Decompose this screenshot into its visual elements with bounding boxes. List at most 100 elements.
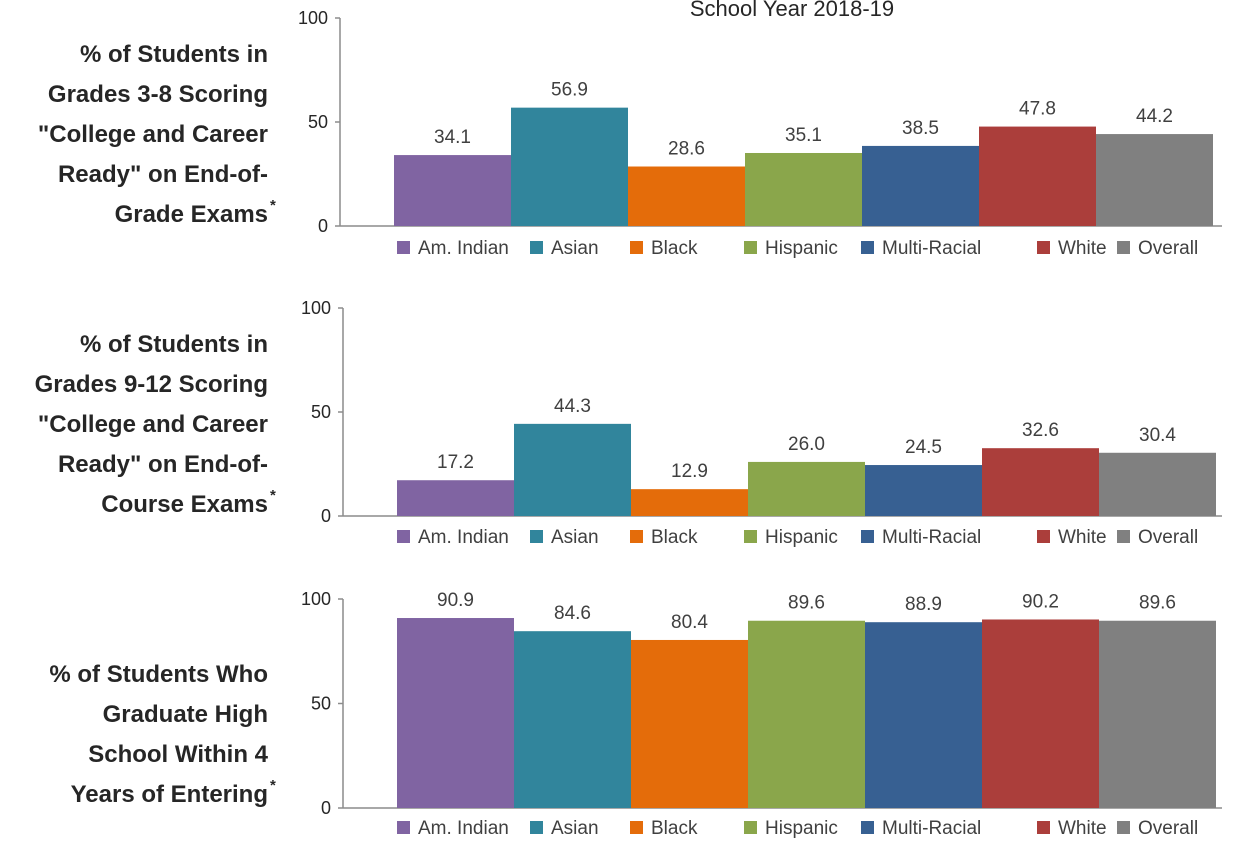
panel-title-line: Course Exams xyxy=(101,491,268,518)
legend-label: Black xyxy=(651,818,698,839)
bar-value-label: 34.1 xyxy=(434,127,471,148)
bar-value-label: 88.9 xyxy=(905,594,942,615)
panel-title-line: "College and Career xyxy=(38,121,268,148)
panel-title-line: Grades 3-8 Scoring xyxy=(48,81,268,108)
legend: Am. Indian Asian Black Hispanic Multi-Racial… xyxy=(397,527,1198,548)
legend-swatch xyxy=(1037,530,1050,543)
bar-am-indian xyxy=(397,480,514,516)
panel-title-footnote-mark: * xyxy=(270,777,276,794)
y-tick-label: 0 xyxy=(318,216,328,236)
chart-panel-1: % of Students in Grades 3-8 Scoring "Colle… xyxy=(38,8,1222,259)
bar-value-label: 35.1 xyxy=(785,125,822,146)
panel-title-line: Graduate High xyxy=(103,701,268,728)
bar-multi-racial xyxy=(865,465,982,516)
legend-label: Multi-Racial xyxy=(882,527,981,548)
chart-panel-3: % of Students Who Graduate High School Wit… xyxy=(49,589,1222,839)
legend-swatch xyxy=(1037,241,1050,254)
legend: Am. Indian Asian Black Hispanic Multi-Racial… xyxy=(397,818,1198,839)
y-tick-label: 50 xyxy=(311,402,331,422)
bar-value-label: 89.6 xyxy=(788,593,825,614)
y-tick-label: 0 xyxy=(321,506,331,526)
legend-swatch xyxy=(861,241,874,254)
bar-asian xyxy=(514,631,631,808)
bar-value-label: 24.5 xyxy=(905,437,942,458)
bar-value-label: 26.0 xyxy=(788,434,825,455)
legend-label: White xyxy=(1058,238,1107,259)
legend-swatch xyxy=(630,530,643,543)
bar-value-label: 90.9 xyxy=(437,590,474,611)
panel-title-line: % of Students Who xyxy=(49,661,268,688)
legend-swatch xyxy=(861,821,874,834)
bar-asian xyxy=(514,423,631,516)
legend-swatch xyxy=(530,821,543,834)
panel-title-line: Grades 9-12 Scoring xyxy=(35,371,268,398)
legend-swatch xyxy=(1117,821,1130,834)
panel-title-line: Ready" on End-of- xyxy=(58,451,268,478)
bar-multi-racial xyxy=(862,145,979,226)
legend-swatch xyxy=(397,530,410,543)
bar-asian xyxy=(511,107,628,226)
bar-value-label: 56.9 xyxy=(551,80,588,101)
panel-title-line: Ready" on End-of- xyxy=(58,161,268,188)
y-tick-label: 100 xyxy=(301,589,331,609)
panel-title-footnote-mark: * xyxy=(270,197,276,214)
legend-label: Multi-Racial xyxy=(882,238,981,259)
legend-label: Black xyxy=(651,527,698,548)
bar-value-label: 44.3 xyxy=(554,396,591,417)
legend-swatch xyxy=(744,241,757,254)
legend-label: Hispanic xyxy=(765,818,838,839)
legend-label: Hispanic xyxy=(765,527,838,548)
panel-title-line: % of Students in xyxy=(80,41,268,68)
legend-swatch xyxy=(1037,821,1050,834)
legend-label: Asian xyxy=(551,527,599,548)
legend: Am. Indian Asian Black Hispanic Multi-Racial… xyxy=(397,238,1198,259)
legend-label: White xyxy=(1058,818,1107,839)
bar-am-indian xyxy=(397,618,514,808)
bar-black xyxy=(631,639,748,808)
bar-black xyxy=(631,489,748,516)
legend-label: Black xyxy=(651,238,698,259)
legend-label: Asian xyxy=(551,238,599,259)
legend-label: Overall xyxy=(1138,818,1198,839)
bar-value-label: 84.6 xyxy=(554,603,591,624)
bar-value-label: 47.8 xyxy=(1019,99,1056,120)
legend-swatch xyxy=(530,241,543,254)
bar-overall xyxy=(1099,452,1216,516)
y-tick-label: 100 xyxy=(301,298,331,318)
bar-multi-racial xyxy=(865,622,982,808)
legend-swatch xyxy=(861,530,874,543)
bar-overall xyxy=(1096,134,1213,226)
legend-label: Multi-Racial xyxy=(882,818,981,839)
chart-panel-2: % of Students in Grades 9-12 Scoring "Coll… xyxy=(35,298,1222,548)
y-tick-label: 100 xyxy=(298,8,328,28)
legend-label: Overall xyxy=(1138,527,1198,548)
bar-overall xyxy=(1099,620,1216,808)
bar-value-label: 80.4 xyxy=(671,612,708,633)
bar-white xyxy=(979,126,1096,226)
legend-swatch xyxy=(397,241,410,254)
legend-label: White xyxy=(1058,527,1107,548)
bar-white xyxy=(982,448,1099,516)
legend-swatch xyxy=(1117,530,1130,543)
y-tick-label: 50 xyxy=(308,112,328,132)
bar-value-label: 28.6 xyxy=(668,139,705,160)
y-tick-label: 50 xyxy=(311,694,331,714)
legend-swatch xyxy=(630,241,643,254)
panel-title-line: Years of Entering xyxy=(71,781,268,808)
bar-value-label: 12.9 xyxy=(671,461,708,482)
bar-hispanic xyxy=(745,152,862,226)
legend-label: Am. Indian xyxy=(418,527,509,548)
y-tick-label: 0 xyxy=(321,798,331,818)
legend-swatch xyxy=(744,821,757,834)
legend-label: Am. Indian xyxy=(418,818,509,839)
legend-swatch xyxy=(397,821,410,834)
bar-black xyxy=(628,166,745,226)
bar-value-label: 44.2 xyxy=(1136,106,1173,127)
legend-label: Am. Indian xyxy=(418,238,509,259)
bar-hispanic xyxy=(748,461,865,516)
bar-value-label: 90.2 xyxy=(1022,591,1059,612)
panel-title-line: School Within 4 xyxy=(88,741,268,768)
panel-title-footnote-mark: * xyxy=(270,487,276,504)
bar-hispanic xyxy=(748,620,865,808)
